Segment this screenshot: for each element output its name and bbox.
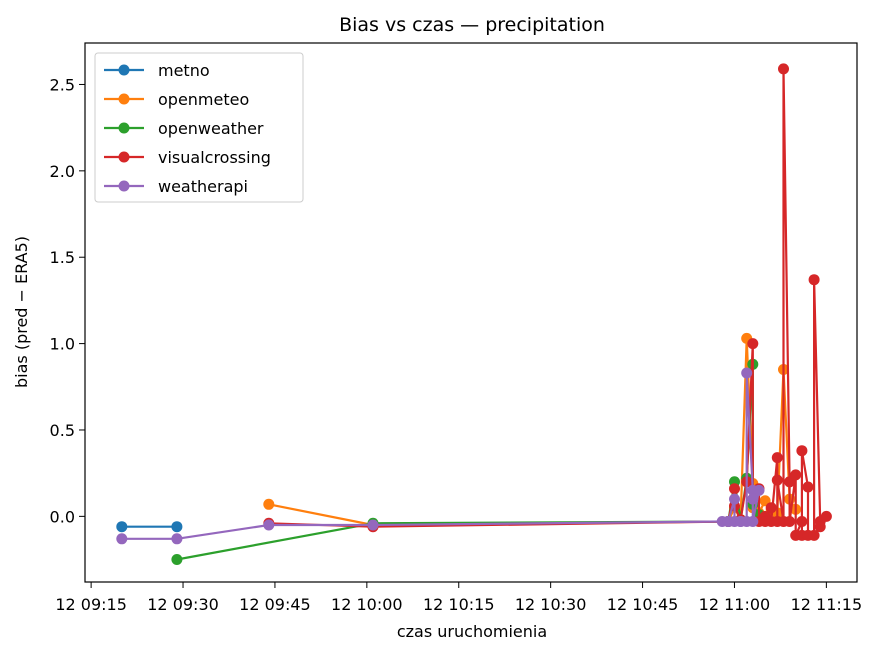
legend-item-metno: metno <box>104 61 210 80</box>
series-layer <box>116 63 832 565</box>
data-point-weatherapi <box>729 493 740 505</box>
x-tick-label: 12 11:15 <box>791 595 863 614</box>
x-tick-label: 12 11:00 <box>699 595 771 614</box>
legend-label: visualcrossing <box>158 148 271 167</box>
y-tick-label: 0.0 <box>50 507 75 526</box>
legend-item-weatherapi: weatherapi <box>104 177 248 196</box>
data-point-weatherapi <box>747 493 759 505</box>
y-tick-label: 1.5 <box>50 248 75 267</box>
data-point-visualcrossing <box>771 452 783 464</box>
data-point-visualcrossing <box>747 338 759 350</box>
x-tick-label: 12 09:45 <box>239 595 311 614</box>
data-point-metno <box>171 521 183 533</box>
y-tick-label: 0.5 <box>50 421 75 440</box>
data-point-visualcrossing <box>796 516 808 527</box>
y-axis-label: bias (pred − ERA5) <box>12 236 31 388</box>
data-point-visualcrossing <box>729 483 740 495</box>
series-metno <box>116 521 183 533</box>
series-weatherapi <box>116 367 765 545</box>
y-tick-label: 1.0 <box>50 335 75 354</box>
data-point-metno <box>116 521 128 533</box>
data-point-weatherapi <box>747 516 759 527</box>
legend-label: weatherapi <box>158 177 248 196</box>
x-tick-label: 12 09:15 <box>55 595 127 614</box>
x-axis: 12 09:15 12 09:30 12 09:45 12 10:00 12 10:15… <box>55 582 862 614</box>
data-point-visualcrossing <box>796 445 808 457</box>
data-point-visualcrossing <box>784 516 796 527</box>
data-point-visualcrossing <box>802 481 814 493</box>
legend: metno openmeteo openweather visualcrossing w… <box>94 52 304 203</box>
chart-title: Bias vs czas — precipitation <box>339 14 605 36</box>
y-tick-label: 2.5 <box>50 75 75 94</box>
data-point-openmeteo <box>263 498 275 510</box>
y-tick-label: 2.0 <box>50 162 75 181</box>
data-point-visualcrossing <box>771 474 783 486</box>
x-axis-label: czas uruchomienia <box>397 622 547 641</box>
data-point-openweather <box>171 554 183 565</box>
legend-label: metno <box>158 61 210 80</box>
legend-item-openweather: openweather <box>104 119 264 138</box>
data-point-visualcrossing <box>814 521 826 533</box>
data-point-visualcrossing <box>820 510 832 522</box>
data-point-visualcrossing <box>808 274 820 286</box>
legend-item-visualcrossing: visualcrossing <box>104 148 271 167</box>
series-line-visualcrossing <box>268 67 828 537</box>
y-axis: 0.0 0.5 1.0 1.5 2.0 2.5 <box>50 75 85 526</box>
data-point-visualcrossing <box>808 529 820 541</box>
legend-label: openmeteo <box>158 90 249 109</box>
legend-swatch-marker <box>118 151 130 163</box>
x-tick-label: 12 10:15 <box>423 595 495 614</box>
legend-swatch-marker <box>118 64 130 76</box>
legend-box <box>94 52 304 203</box>
legend-swatch-marker <box>118 93 130 105</box>
data-point-visualcrossing <box>765 502 777 514</box>
legend-label: openweather <box>158 119 264 138</box>
legend-item-openmeteo: openmeteo <box>104 90 249 109</box>
legend-swatch-marker <box>118 180 130 192</box>
data-point-weatherapi <box>171 533 183 545</box>
x-tick-label: 12 10:45 <box>607 595 679 614</box>
data-point-weatherapi <box>116 533 128 545</box>
data-point-weatherapi <box>741 367 753 379</box>
plot-frame <box>84 42 858 583</box>
legend-swatch-marker <box>118 122 130 134</box>
data-point-weatherapi <box>263 519 275 531</box>
x-tick-label: 12 09:30 <box>147 595 219 614</box>
data-point-visualcrossing <box>778 63 789 75</box>
data-point-weatherapi <box>367 519 379 531</box>
data-point-weatherapi <box>753 484 765 496</box>
x-tick-label: 12 10:30 <box>515 595 587 614</box>
x-tick-label: 12 10:00 <box>331 595 403 614</box>
data-point-visualcrossing <box>790 469 802 481</box>
